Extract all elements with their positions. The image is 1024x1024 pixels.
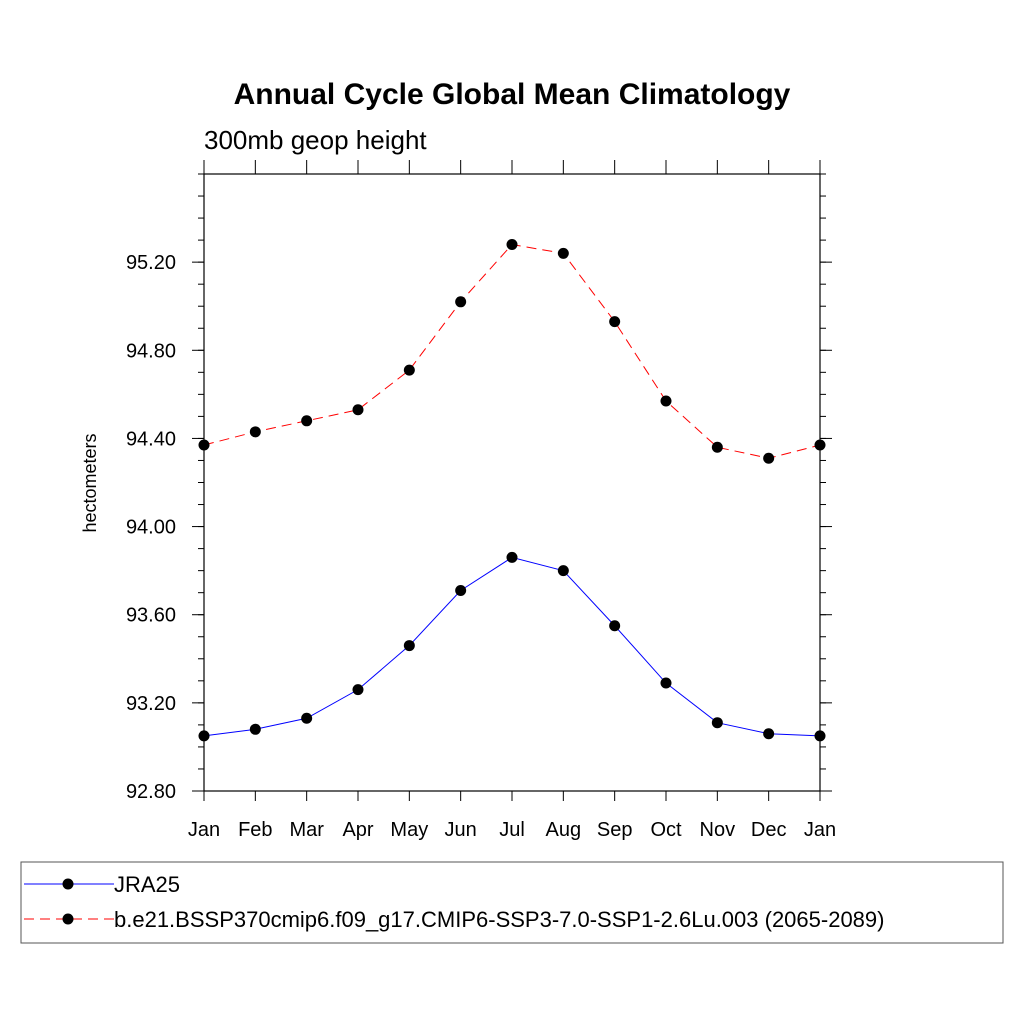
y-tick-label: 93.20 bbox=[126, 693, 176, 715]
legend-label-2: b.e21.BSSP370cmip6.f09_g17.CMIP6-SSP3-7.… bbox=[114, 907, 884, 932]
legend-marker-2 bbox=[62, 913, 74, 925]
legend-label-1: JRA25 bbox=[114, 872, 180, 897]
series-line-2 bbox=[203, 243, 821, 459]
x-tick-label: Jan bbox=[804, 819, 836, 841]
y-tick-label: 95.20 bbox=[126, 252, 176, 274]
x-tick-label: May bbox=[390, 819, 428, 841]
legend-marker-1 bbox=[62, 878, 74, 890]
x-tick-label: Sep bbox=[597, 819, 633, 841]
x-tick-label: Mar bbox=[289, 819, 324, 841]
series-2-point bbox=[249, 426, 261, 438]
series-line-1 bbox=[203, 556, 821, 737]
series-2-point bbox=[455, 296, 467, 308]
legend-box bbox=[20, 861, 1004, 944]
series-1-point bbox=[609, 620, 621, 632]
x-tick-label: Jan bbox=[188, 819, 220, 841]
legend: JRA25 b.e21.BSSP370cmip6.f09_g17.CMIP6-SS… bbox=[20, 861, 1004, 944]
y-tick-label: 94.00 bbox=[126, 517, 176, 539]
series-2-point bbox=[711, 441, 723, 453]
series-1-point bbox=[301, 712, 313, 724]
chart-title: Annual Cycle Global Mean Climatology bbox=[234, 78, 791, 111]
series-2-point bbox=[506, 239, 518, 251]
series-1-point bbox=[249, 723, 261, 735]
series-1-point bbox=[506, 551, 518, 563]
series-2-point bbox=[198, 439, 210, 451]
y-tick-label: 93.60 bbox=[126, 605, 176, 627]
x-tick-label: Jun bbox=[445, 819, 477, 841]
x-tick-label: Aug bbox=[546, 819, 582, 841]
series-2-point bbox=[352, 404, 364, 416]
series-2-point bbox=[609, 316, 621, 328]
chart-subtitle: 300mb geop height bbox=[204, 125, 427, 155]
series-1-point bbox=[352, 684, 364, 696]
series-1-point bbox=[711, 717, 723, 729]
series-2-point bbox=[660, 395, 672, 407]
series-2-point bbox=[814, 439, 826, 451]
series-1-point bbox=[814, 730, 826, 742]
y-tick-label: 94.40 bbox=[126, 428, 176, 450]
series-1-point bbox=[557, 565, 569, 577]
x-tick-label: Nov bbox=[700, 819, 736, 841]
series-1-point bbox=[763, 728, 775, 740]
x-tick-label: Feb bbox=[238, 819, 272, 841]
y-tick-label: 92.80 bbox=[126, 781, 176, 803]
series-2-point bbox=[763, 452, 775, 464]
series-1-point bbox=[660, 677, 672, 689]
series-1-point bbox=[455, 584, 467, 596]
series-2-point bbox=[301, 415, 313, 427]
series-1-point bbox=[403, 640, 415, 652]
x-tick-label: Jul bbox=[499, 819, 525, 841]
x-tick-label: Apr bbox=[342, 819, 373, 841]
series-2-point bbox=[557, 247, 569, 259]
x-tick-label: Oct bbox=[650, 819, 682, 841]
x-tick-label: Dec bbox=[751, 819, 787, 841]
series-1-point bbox=[198, 730, 210, 742]
y-tick-label: 94.80 bbox=[126, 340, 176, 362]
series-2-point bbox=[403, 364, 415, 376]
y-axis-label: hectometers bbox=[80, 433, 100, 532]
plot-frame bbox=[203, 173, 821, 792]
plot-area: Jan Feb Mar Apr May Jun Jul Aug Sep Oct Nov Dec Jan 9… bbox=[126, 160, 836, 841]
